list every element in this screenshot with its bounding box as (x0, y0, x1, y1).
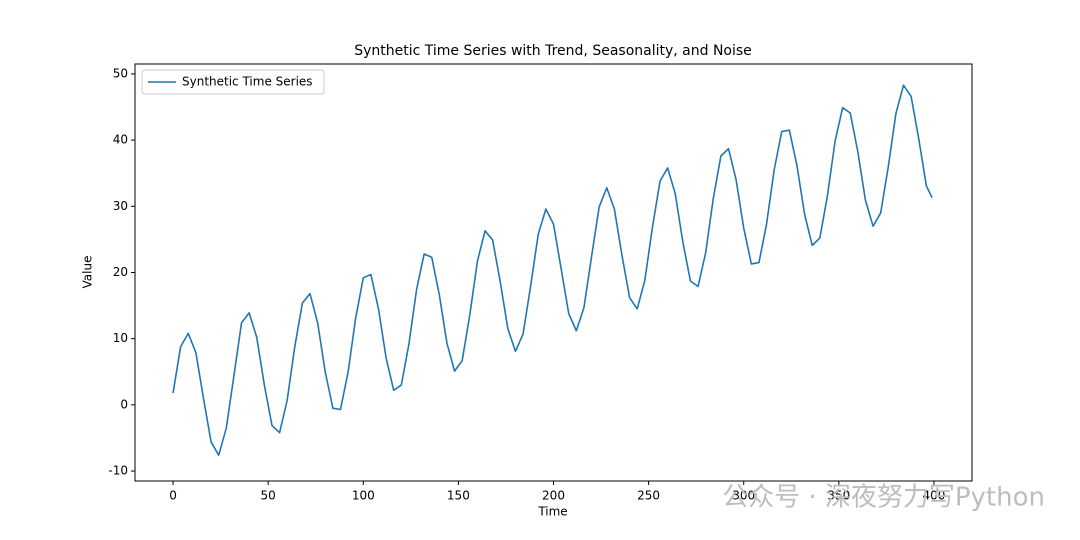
x-tick-label: 250 (637, 489, 660, 503)
y-axis-label: Value (81, 256, 95, 289)
legend-label: Synthetic Time Series (182, 75, 313, 89)
x-tick-label: 300 (732, 489, 755, 503)
y-tick-label: 30 (113, 199, 128, 213)
y-tick-label: 40 (113, 133, 128, 147)
x-tick-label: 0 (169, 489, 177, 503)
legend-box (141, 69, 325, 95)
x-axis-label: Time (537, 505, 567, 519)
series-line (172, 84, 933, 456)
y-tick-label: 20 (113, 265, 128, 279)
y-tick-label: -10 (108, 464, 128, 478)
y-tick-label: 0 (120, 397, 128, 411)
x-tick-label: 350 (827, 489, 850, 503)
x-tick-label: 200 (542, 489, 565, 503)
chart-title: Synthetic Time Series with Trend, Season… (354, 43, 752, 59)
x-tick-label: 50 (261, 489, 276, 503)
y-tick-label: 10 (113, 331, 128, 345)
y-tick-label: 50 (113, 66, 128, 80)
watermark: 公众号 · 深夜努力写Python (722, 483, 1045, 513)
x-tick-label: 100 (352, 489, 375, 503)
x-tick-label: 400 (923, 489, 946, 503)
x-tick-label: 150 (447, 489, 470, 503)
plot-frame (134, 63, 973, 482)
